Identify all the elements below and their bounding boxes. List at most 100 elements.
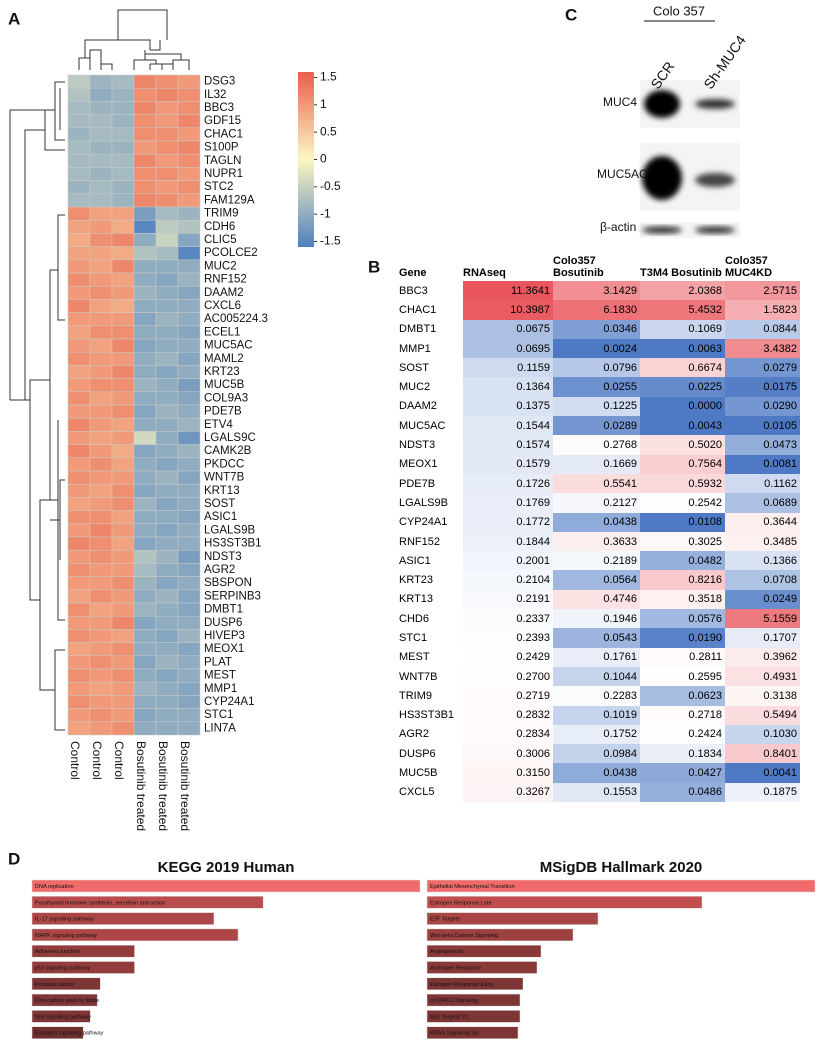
row-label: CXCL6 (204, 300, 241, 312)
heatmap-cell (155, 246, 179, 261)
heatmap-cell (89, 417, 113, 432)
heatmap-cell (111, 523, 135, 538)
value-cell: 0.0249 (725, 589, 800, 610)
bar (426, 1010, 521, 1023)
heatmap-cell (67, 87, 91, 102)
table-row: MEST 0.2429 0.1761 0.2811 0.3962 (395, 647, 805, 667)
value-cell: 3.4382 (725, 338, 800, 359)
value-cell: 0.1544 (463, 416, 553, 436)
heatmap-cell (155, 457, 179, 472)
value-cell: 0.1159 (463, 358, 553, 378)
heatmap-cell (155, 695, 179, 709)
table-header: Gene RNAseq Colo357 Bosutinib T3M4 Bosutini… (395, 246, 805, 281)
heatmap-cell (67, 233, 91, 247)
heatmap-cell (133, 642, 157, 657)
table-row: RNF152 0.1844 0.3633 0.3025 0.3485 (395, 531, 805, 552)
heatmap-cell (177, 721, 201, 736)
value-cell: 0.4746 (553, 589, 640, 610)
heatmap-cell (67, 470, 91, 485)
header-cell: Colo357 Bosutinib (553, 255, 604, 279)
value-cell: 0.2700 (463, 666, 553, 687)
row-label: PKDCC (204, 458, 244, 470)
heatmap-cell (67, 325, 91, 340)
value-cell: 0.1875 (725, 782, 800, 803)
heatmap-cell (111, 510, 135, 525)
bar (31, 1010, 91, 1023)
header-cell: RNAseq (463, 267, 506, 279)
heatmap-cell (133, 351, 157, 366)
heatmap-cell (133, 681, 157, 696)
heatmap-cell (67, 721, 91, 736)
heatmap-cell (89, 589, 113, 604)
panel-label: D (8, 849, 20, 868)
heatmap-cell (133, 325, 157, 340)
heatmap-cell (89, 470, 113, 485)
bar (426, 944, 542, 958)
table-row: MUC2 0.1364 0.0255 0.0225 0.0175 (395, 377, 805, 397)
bar (426, 928, 574, 942)
heatmap-cell (67, 457, 91, 472)
heatmap-cell (67, 219, 91, 234)
heatmap-cell (89, 338, 113, 353)
heatmap-cell (111, 259, 135, 274)
value-cell: 0.5541 (553, 473, 640, 494)
heatmap-cell (89, 497, 113, 511)
heatmap-cell (177, 338, 201, 353)
heatmap-cell (67, 404, 91, 419)
heatmap-cell (177, 589, 201, 604)
value-cell: 0.1761 (553, 647, 640, 667)
column-label: Control (68, 741, 82, 780)
row-label: KRT13 (204, 485, 240, 497)
value-cell: 0.0063 (640, 338, 725, 359)
heatmap-cell (177, 87, 201, 102)
heatmap-cell (155, 536, 179, 551)
row-label: NDST3 (204, 551, 242, 563)
bar-label: p53 signaling pathway (35, 965, 91, 971)
heatmap-cell (67, 74, 91, 89)
heatmap-cell (67, 615, 91, 630)
row-label: CAMK2B (204, 445, 252, 457)
heatmap-cell (89, 365, 113, 379)
row-label: DAAM2 (204, 287, 244, 299)
blot-row-label: MUC5AC (597, 167, 648, 181)
row-label: STC2 (204, 181, 233, 193)
heatmap-cell (67, 140, 91, 155)
gene-cell: HS3ST3B1 (399, 709, 455, 722)
heatmap-cell (155, 563, 179, 577)
heatmap-cell (89, 299, 113, 313)
gene-cell: KRT13 (399, 593, 434, 606)
bar-label: Prostate cancer (35, 982, 74, 988)
row-label: BBC3 (204, 102, 234, 114)
row-label: STC1 (204, 709, 233, 721)
heatmap-cell (89, 549, 113, 564)
heatmap-cell (89, 721, 113, 736)
heatmap-cell (133, 483, 157, 498)
value-cell: 0.2337 (463, 609, 553, 629)
heatmap-cell (155, 417, 179, 432)
heatmap-cell (89, 563, 113, 577)
bar-label: One carbon pool by folate (35, 998, 99, 1004)
heatmap-cell (177, 417, 201, 432)
value-cell: 0.2191 (463, 589, 553, 610)
heatmap-cell (67, 483, 91, 498)
heatmap-cell (89, 536, 113, 551)
heatmap-cell (155, 483, 179, 498)
heatmap-cell (155, 299, 179, 313)
heatmap-cell (89, 351, 113, 366)
heatmap-cell (155, 431, 179, 445)
heatmap-cell (111, 655, 135, 670)
heatmap-cell (133, 576, 157, 591)
heatmap-cell (89, 233, 113, 247)
heatmap-cell (155, 391, 179, 406)
heatmap-cell (177, 642, 201, 657)
value-cell: 0.8401 (725, 744, 800, 764)
heatmap-cell (111, 167, 135, 181)
heatmap-cell (89, 219, 113, 234)
heatmap-cell (133, 127, 157, 142)
value-cell: 0.2595 (640, 666, 725, 687)
table-row: MMP1 0.0695 0.0024 0.0063 3.4382 (395, 338, 805, 359)
heatmap-cell (155, 233, 179, 247)
heatmap-cell (111, 193, 135, 208)
value-cell: 0.0482 (640, 551, 725, 571)
heatmap-cell (133, 444, 157, 459)
